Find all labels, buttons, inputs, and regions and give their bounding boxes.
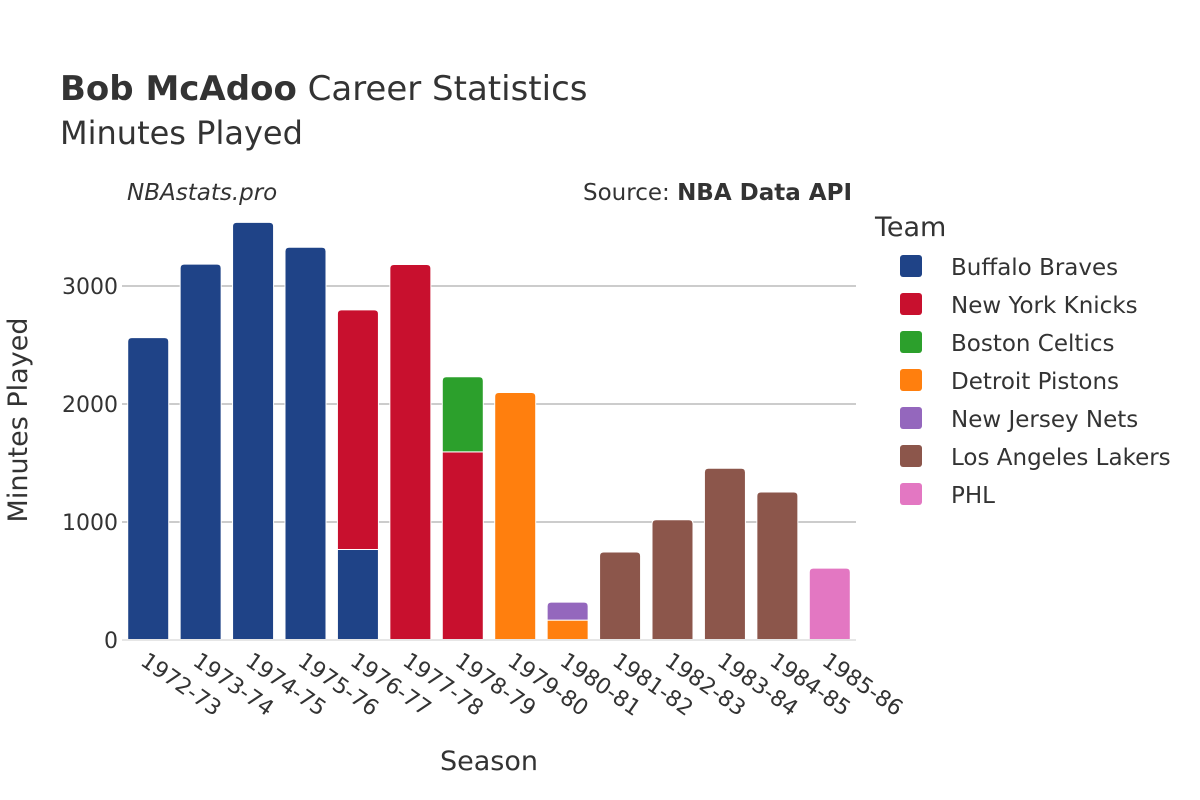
legend-swatch-new-york-knicks	[900, 293, 922, 315]
legend-label: PHL	[951, 483, 995, 509]
watermark: NBAstats.pro	[127, 180, 277, 206]
bar-1979-80-detroit-pistons	[494, 392, 537, 641]
bar-1975-76-buffalo-braves	[284, 246, 327, 641]
bar-1972-73-buffalo-braves	[127, 337, 170, 641]
y-axis-title: Minutes Played	[3, 318, 34, 523]
bar-1980-81-detroit-pistons	[546, 619, 589, 641]
bar-1978-79-boston-celtics	[441, 376, 484, 453]
y-axis-ticks: 0 1000 2000 3000	[62, 275, 118, 654]
legend-label: Buffalo Braves	[951, 255, 1118, 281]
legend-label: New York Knicks	[951, 293, 1138, 319]
legend-swatch-boston-celtics	[900, 331, 922, 353]
bars	[127, 221, 851, 641]
source-value: NBA Data API	[677, 180, 852, 206]
source-label: Source:	[583, 180, 677, 206]
chart-title: Bob McAdoo Career Statistics	[60, 69, 587, 109]
legend-swatch-phl	[900, 483, 922, 505]
bar-1974-75-buffalo-braves	[232, 221, 275, 641]
bar-1981-82-los-angeles-lakers	[599, 551, 642, 641]
bar-1984-85-los-angeles-lakers	[756, 491, 799, 641]
legend-items: Buffalo Braves New York Knicks Boston Celt…	[900, 255, 1171, 509]
x-axis-title: Season	[440, 746, 538, 777]
legend-swatch-detroit-pistons	[900, 369, 922, 391]
chart-subtitle: Minutes Played	[60, 114, 303, 152]
y-tick-label: 3000	[62, 275, 118, 300]
y-tick-label: 2000	[62, 393, 118, 418]
y-tick-label: 0	[104, 629, 118, 654]
y-tick-label: 1000	[62, 511, 118, 536]
bar-1976-77-new-york-knicks	[336, 309, 379, 550]
legend-label: Boston Celtics	[951, 331, 1114, 357]
bar-1983-84-los-angeles-lakers	[703, 467, 746, 641]
chart-title-rest: Career Statistics	[297, 69, 588, 109]
legend-label: Los Angeles Lakers	[951, 445, 1171, 471]
bar-1977-78-new-york-knicks	[389, 264, 432, 641]
bar-1980-81-new-jersey-nets	[546, 601, 589, 621]
legend-label: Detroit Pistons	[951, 369, 1119, 395]
legend-swatch-los-angeles-lakers	[900, 445, 922, 467]
legend-swatch-new-jersey-nets	[900, 407, 922, 429]
bar-1973-74-buffalo-braves	[179, 263, 222, 641]
bar-1985-86-phl	[808, 567, 851, 641]
legend-swatch-buffalo-braves	[900, 255, 922, 277]
source-credit: Source: NBA Data API	[583, 180, 852, 206]
legend-title: Team	[874, 212, 946, 243]
x-axis-ticks: 1972-731973-741974-751975-761976-771977-…	[136, 648, 907, 721]
bar-1978-79-new-york-knicks	[441, 451, 484, 641]
legend: Team Buffalo Braves New York Knicks Boston…	[874, 212, 1171, 509]
bar-1976-77-buffalo-braves	[336, 548, 379, 641]
bar-1982-83-los-angeles-lakers	[651, 519, 694, 641]
chart-title-bold: Bob McAdoo	[60, 69, 297, 109]
legend-label: New Jersey Nets	[951, 407, 1138, 433]
